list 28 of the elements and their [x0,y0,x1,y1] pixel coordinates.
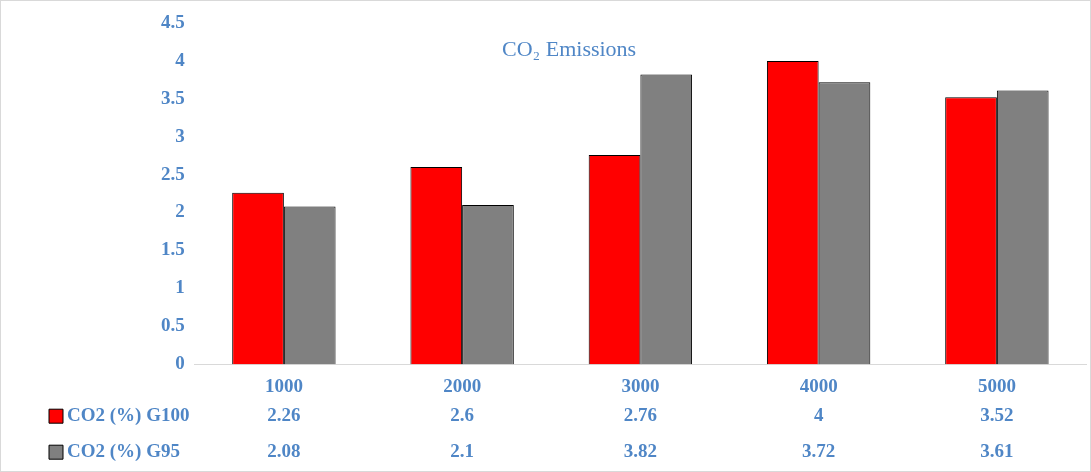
y-tick-label: 2.5 [161,162,185,184]
y-tick-label: 3.5 [161,86,185,108]
data-label: 3.61 [980,440,1014,462]
x-tick-label: 3000 [621,374,660,396]
x-tick-label: 1000 [264,374,303,396]
y-tick-label: 1 [175,276,185,298]
x-tick-label: 2000 [443,374,482,396]
legend-label: CO2 (%) G95 [67,440,180,463]
y-tick-label: 3 [175,124,185,146]
y-tick-label: 4.5 [161,10,185,32]
y-tick-label: 0.5 [161,314,185,336]
data-label: 2.26 [267,404,301,426]
text: CO₂ Emissions [501,35,637,61]
data-label: 2.08 [267,440,301,462]
data-label: 2.6 [450,404,474,426]
data-label: 4 [813,404,824,426]
data-label: 3.82 [623,440,657,462]
y-tick-label: 0 [175,352,185,374]
y-tick-label: 1.5 [161,238,185,260]
y-tick-label: 2 [175,200,185,222]
data-label: 3.52 [980,404,1014,426]
data-label: 2.76 [623,404,657,426]
legend-label: CO2 (%) G100 [67,404,190,427]
y-tick-label: 4 [175,48,186,70]
data-label: 2.1 [450,440,474,462]
data-label: 3.72 [802,440,836,462]
x-tick-label: 4000 [799,374,838,396]
x-tick-label: 5000 [977,374,1016,396]
